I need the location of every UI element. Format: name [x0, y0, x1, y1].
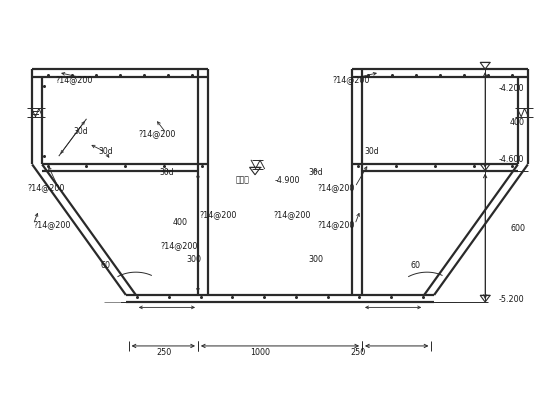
Text: ?14@200: ?14@200 [139, 129, 176, 138]
Text: ?14@200: ?14@200 [55, 75, 93, 84]
Text: 30d: 30d [98, 147, 113, 157]
Text: ?14@200: ?14@200 [318, 220, 355, 229]
Text: -5.200: -5.200 [499, 295, 525, 304]
Text: 600: 600 [510, 224, 525, 233]
Text: ?14@200: ?14@200 [199, 210, 237, 219]
Text: 400: 400 [172, 218, 188, 227]
Text: 人人人: 人人人 [236, 176, 250, 185]
Text: 250: 250 [156, 349, 171, 357]
Text: -4.600: -4.600 [499, 155, 524, 163]
Text: ?14@200: ?14@200 [273, 210, 310, 219]
Text: 60: 60 [411, 261, 421, 270]
Text: ?14@200: ?14@200 [33, 220, 71, 229]
Text: ?14@200: ?14@200 [333, 75, 370, 84]
Text: 30d: 30d [364, 147, 379, 157]
Text: -4.200: -4.200 [499, 84, 525, 93]
Text: ?14@200: ?14@200 [28, 183, 65, 192]
Text: 300: 300 [309, 255, 324, 264]
Text: 30d: 30d [73, 127, 88, 136]
Text: 30d: 30d [309, 168, 323, 177]
Text: -4.900: -4.900 [274, 176, 300, 185]
Text: 60: 60 [100, 261, 110, 270]
Text: 300: 300 [186, 255, 202, 264]
Text: 30d: 30d [159, 168, 174, 177]
Text: ?14@200: ?14@200 [161, 241, 198, 250]
Text: ?14@200: ?14@200 [318, 183, 355, 192]
Text: 400: 400 [510, 118, 525, 127]
Text: 250: 250 [350, 349, 365, 357]
Text: 1000: 1000 [250, 349, 270, 357]
